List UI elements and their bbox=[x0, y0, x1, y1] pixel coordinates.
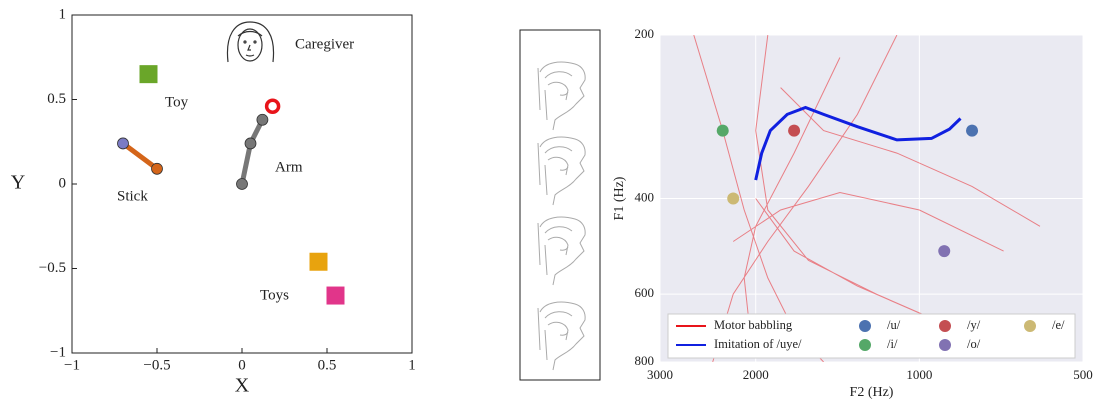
legend-dot bbox=[859, 339, 871, 351]
y-axis-label: Y bbox=[11, 172, 25, 194]
legend-label: Motor babbling bbox=[714, 318, 793, 332]
joint-marker bbox=[244, 137, 257, 150]
vowel-point bbox=[788, 124, 801, 137]
joint-marker bbox=[151, 162, 163, 175]
legend-label: /y/ bbox=[967, 318, 981, 332]
plot-area bbox=[693, 35, 1041, 362]
y-axis-label: F1 (Hz) bbox=[612, 176, 627, 220]
y-tick-label: 0.5 bbox=[47, 91, 66, 107]
vowel-point bbox=[966, 124, 979, 137]
annotation: Toy bbox=[165, 94, 189, 110]
x-tick-label: 2000 bbox=[743, 367, 769, 382]
y-tick-label: 1 bbox=[59, 6, 67, 22]
x-tick-label: 1000 bbox=[906, 367, 932, 382]
annotation: Toys bbox=[260, 287, 289, 303]
y-tick-label: 0 bbox=[59, 175, 67, 191]
legend-label: /i/ bbox=[887, 337, 898, 351]
annotation: Caregiver bbox=[295, 36, 354, 52]
connector bbox=[121, 141, 159, 171]
y-tick-label: 800 bbox=[635, 353, 655, 368]
vowel-point bbox=[716, 124, 729, 137]
legend-dot bbox=[859, 320, 871, 332]
joint-marker bbox=[256, 113, 269, 126]
legend-dot bbox=[939, 320, 951, 332]
legend-dot bbox=[939, 339, 951, 351]
y-tick-label: 200 bbox=[635, 26, 655, 41]
face-icon bbox=[226, 21, 275, 63]
x-tick-label: −0.5 bbox=[143, 357, 170, 373]
legend-dot bbox=[1024, 320, 1036, 332]
object-square bbox=[309, 252, 328, 271]
y-tick-label: 600 bbox=[635, 285, 655, 300]
x-axis-label: F2 (Hz) bbox=[850, 385, 894, 400]
object-square bbox=[139, 65, 158, 84]
x-tick-label: −1 bbox=[64, 357, 80, 373]
vowel-point bbox=[727, 192, 740, 205]
x-tick-label: 0.5 bbox=[318, 357, 337, 373]
x-tick-label: 3000 bbox=[647, 367, 673, 382]
y-tick-label: −1 bbox=[50, 344, 66, 360]
vowel-point bbox=[938, 245, 951, 258]
legend-label: /e/ bbox=[1052, 318, 1065, 332]
annotation: Arm bbox=[275, 159, 303, 175]
joint-marker bbox=[117, 137, 129, 150]
x-tick-label: 500 bbox=[1073, 367, 1093, 382]
legend-label: Imitation of /uye/ bbox=[714, 337, 802, 351]
x-tick-label: 1 bbox=[408, 357, 416, 373]
hand-marker bbox=[264, 98, 281, 115]
object-square bbox=[326, 286, 345, 305]
vocal-tract-panel bbox=[519, 29, 601, 381]
x-tick-label: 0 bbox=[238, 357, 246, 373]
series-line bbox=[693, 35, 1041, 362]
annotation: Stick bbox=[117, 188, 148, 204]
y-tick-label: −0.5 bbox=[39, 260, 66, 276]
series-line bbox=[754, 105, 962, 181]
x-axis-label: X bbox=[235, 375, 250, 397]
connector bbox=[239, 118, 265, 185]
y-tick-label: 400 bbox=[635, 189, 655, 204]
legend-box bbox=[667, 313, 1076, 359]
legend-label: /o/ bbox=[967, 337, 981, 351]
legend-label: /u/ bbox=[887, 318, 901, 332]
joint-marker bbox=[236, 178, 248, 190]
